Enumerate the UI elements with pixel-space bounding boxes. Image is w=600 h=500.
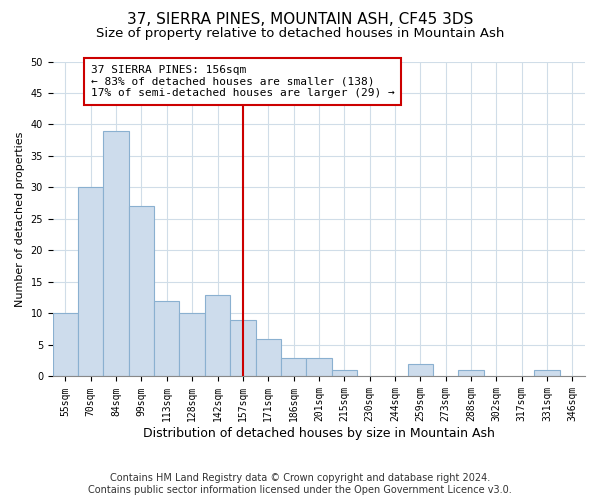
Bar [306,358,332,376]
Text: 37 SIERRA PINES: 156sqm
← 83% of detached houses are smaller (138)
17% of semi-d: 37 SIERRA PINES: 156sqm ← 83% of detache… [91,64,395,98]
Bar [281,358,306,376]
Y-axis label: Number of detached properties: Number of detached properties [15,132,25,306]
Bar [230,320,256,376]
Bar [256,338,281,376]
Bar [179,314,205,376]
Bar [129,206,154,376]
Bar [53,314,78,376]
Bar [458,370,484,376]
Bar [78,188,103,376]
Bar [205,294,230,376]
Bar [103,131,129,376]
Bar [332,370,357,376]
Bar [154,301,179,376]
X-axis label: Distribution of detached houses by size in Mountain Ash: Distribution of detached houses by size … [143,427,495,440]
Text: Contains HM Land Registry data © Crown copyright and database right 2024.
Contai: Contains HM Land Registry data © Crown c… [88,474,512,495]
Bar [535,370,560,376]
Text: 37, SIERRA PINES, MOUNTAIN ASH, CF45 3DS: 37, SIERRA PINES, MOUNTAIN ASH, CF45 3DS [127,12,473,28]
Text: Size of property relative to detached houses in Mountain Ash: Size of property relative to detached ho… [96,28,504,40]
Bar [407,364,433,376]
